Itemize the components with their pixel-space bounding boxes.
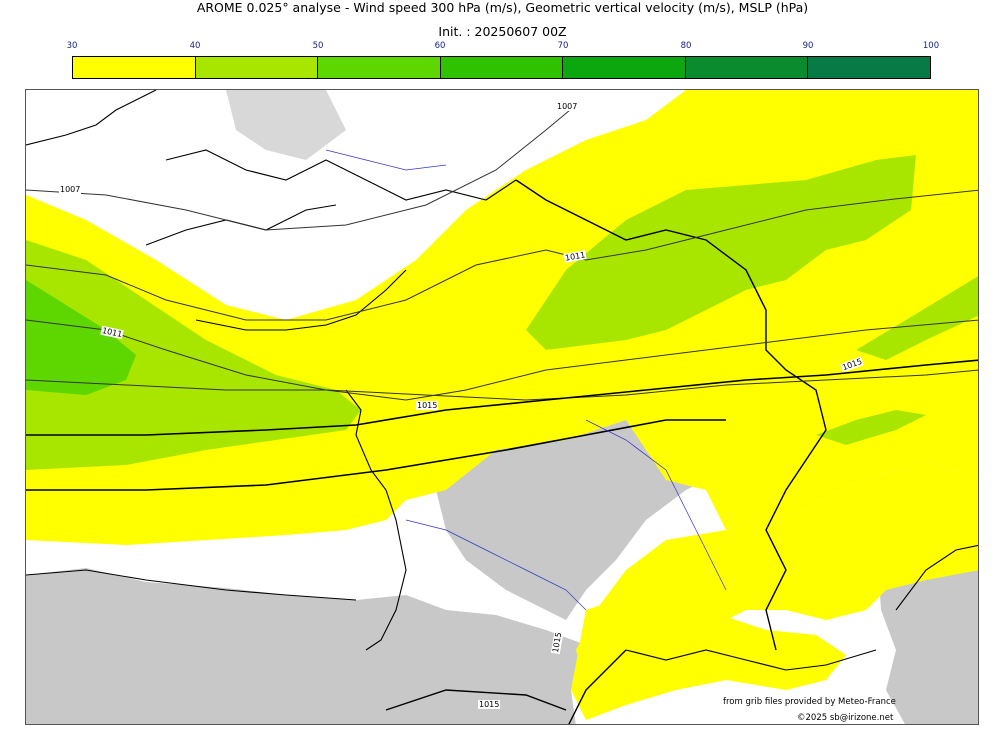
map-title: AROME 0.025° analyse - Wind speed 300 hP… <box>196 0 809 15</box>
isobars <box>26 104 978 401</box>
colorbar-segment-90-100 <box>808 57 931 78</box>
wind-band-40-50-alps <box>816 410 926 445</box>
colorbar-segment-30-40 <box>73 57 196 78</box>
colorbar-tick: 30 <box>66 41 78 51</box>
isobar-label: 1015 <box>478 700 501 709</box>
wind-band-40-50-east <box>856 276 978 360</box>
colorbar-segment-40-50 <box>195 57 319 78</box>
init-time: Init. : 20250607 00Z <box>438 24 567 39</box>
wind-band-50-60 <box>26 280 136 395</box>
colorbar-segment-80-90 <box>685 57 809 78</box>
colorbar-segment-70-80 <box>563 57 686 78</box>
copyright-credit: ©2025 sb@irizone.net <box>797 713 894 723</box>
colorbar-tick: 90 <box>802 41 814 51</box>
wind-band-30-40-south <box>571 590 846 720</box>
wind-speed-colorbar <box>72 56 931 79</box>
vertical-velocity-area-south <box>26 568 586 724</box>
colorbar-tick: 40 <box>189 41 201 51</box>
isobar-label: 1015 <box>416 401 439 410</box>
vertical-velocity-area-uk <box>226 90 346 160</box>
colorbar-tick: 70 <box>557 41 569 51</box>
isobar-label: 1007 <box>59 185 82 194</box>
colorbar-tick: 80 <box>680 41 692 51</box>
colorbar-segment-60-70 <box>440 57 564 78</box>
source-credit: from grib files provided by Meteo-France <box>723 697 896 707</box>
isobars-bold <box>26 359 978 491</box>
rivers <box>325 149 727 611</box>
map-canvas <box>26 90 978 724</box>
wind-band-40-50-north <box>526 155 916 350</box>
isobar-label: 1007 <box>556 102 579 111</box>
wind-band-40-50-west <box>26 240 361 470</box>
colorbar-tick: 60 <box>434 41 446 51</box>
colorbar-segment-50-60 <box>318 57 441 78</box>
colorbar-tick: 100 <box>922 41 940 51</box>
weather-map[interactable]: 1007 1007 1011 1011 1015 1015 1015 1015 … <box>25 89 979 725</box>
colorbar-tick: 50 <box>312 41 324 51</box>
country-borders <box>385 179 827 724</box>
